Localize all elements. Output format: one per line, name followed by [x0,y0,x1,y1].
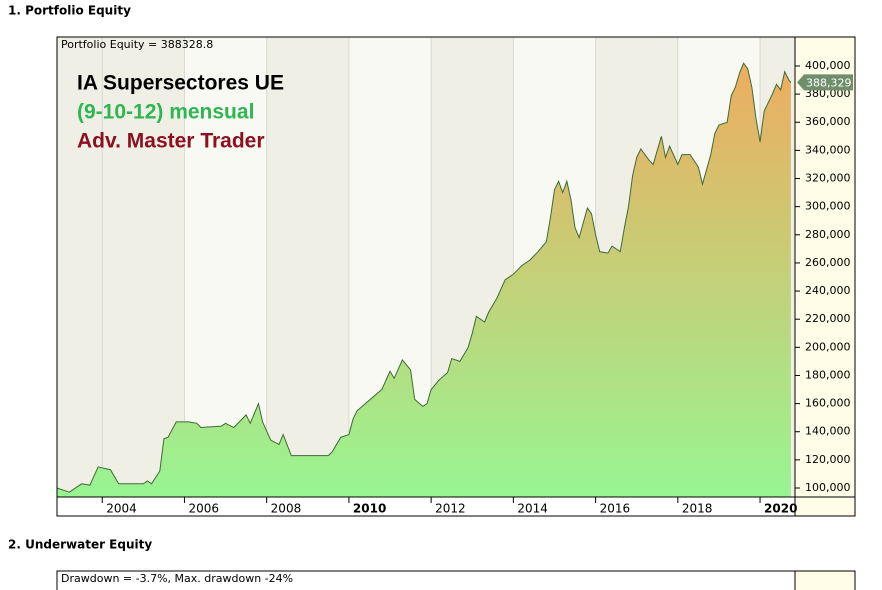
annotation: (9-10-12) mensual [77,101,254,124]
x-tick-label: 2008 [271,502,302,516]
x-tick-label: 2016 [600,502,631,516]
x-tick-label: 2004 [106,502,137,516]
y-tick-label: 260,000 [805,256,851,269]
y-tick-label: 160,000 [805,397,851,410]
y-tick-label: 140,000 [805,425,851,438]
background-band [57,37,103,497]
annotation: IA Supersectores UE [77,72,284,95]
last-value-label: 388,329 [806,76,852,89]
annotation: Adv. Master Trader [77,130,265,153]
y-tick-label: 180,000 [805,368,851,381]
x-tick-label: 2006 [188,502,219,516]
y-tick-label: 200,000 [805,340,851,353]
y-tick-label: 300,000 [805,200,851,213]
last-value-tag [797,74,853,91]
y-tick-label: 320,000 [805,172,851,185]
y-tick-label: 400,000 [805,59,851,72]
y-axis-panel [795,37,855,516]
y-tick-label: 340,000 [805,143,851,156]
section-heading: 1. Portfolio Equity [8,4,131,18]
y-tick-label: 240,000 [805,284,851,297]
equity-line [57,62,792,493]
chart-legend: Portfolio Equity = 388328.8 [61,38,213,51]
y-tick-label: 280,000 [805,228,851,241]
chart-border [56,36,856,517]
y-axis-panel [794,570,856,590]
background-band [102,37,185,497]
background-band [266,37,349,497]
y-tick-label: 360,000 [805,115,851,128]
x-tick-label: 2010 [353,502,386,516]
x-tick-label: 2012 [435,502,466,516]
x-tick-label: 2014 [517,502,548,516]
x-tick-label: 2020 [764,502,797,516]
y-tick-label: 220,000 [805,312,851,325]
y-tick-label: 100,000 [805,481,851,494]
section-heading: 2. Underwater Equity [8,538,152,552]
x-tick-label: 2018 [682,502,713,516]
y-tick-label: 120,000 [805,453,851,466]
equity-area [57,63,791,497]
chart-legend: Drawdown = -3.7%, Max. drawdown -24% [61,572,293,585]
